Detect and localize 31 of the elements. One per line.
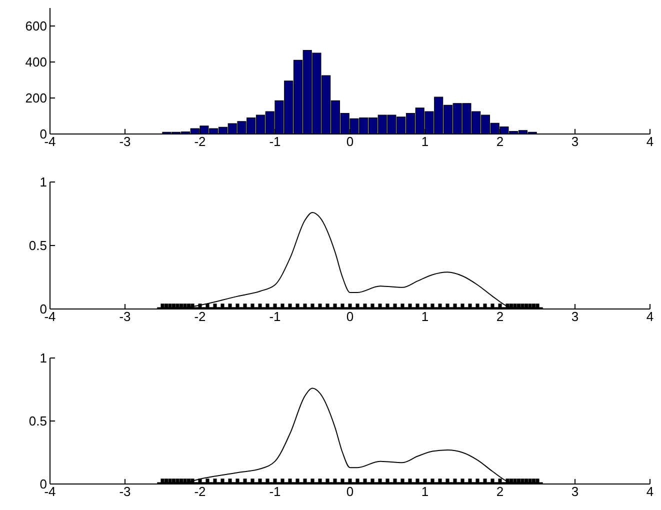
x-tick-label: -2 [194,309,206,324]
x-tick-label: 1 [421,309,429,324]
x-tick-label: 1 [421,484,429,500]
x-tick-label: -2 [194,134,206,150]
x-tick-label: 2 [496,484,504,500]
x-tick-label: -2 [194,484,206,500]
x-tick-label: 4 [646,309,654,324]
x-tick-label: 4 [646,134,654,150]
y-tick-label: 200 [25,90,47,106]
y-tick-label: 0.5 [28,238,47,254]
x-tick-label: 3 [571,484,579,500]
x-tick-label: 3 [571,309,579,324]
x-tick-label: 3 [571,134,579,150]
y-tick-label: 400 [25,54,47,70]
x-tick-label: -1 [269,309,281,324]
x-tick-label: 4 [646,484,654,500]
x-tick-label: -3 [119,134,131,150]
x-tick-label: 0 [346,134,354,150]
y-tick-label: 0.5 [28,414,47,429]
x-tick-label: 0 [346,484,354,500]
x-tick-label: -3 [119,484,131,500]
x-tick-label: -3 [119,309,131,324]
x-tick-label: 1 [421,134,429,150]
y-tick-label: 1 [40,350,47,366]
y-tick-label: 600 [25,18,47,34]
x-tick-label: 0 [346,309,354,324]
x-tick-label: -1 [269,484,281,500]
x-tick-label: 2 [496,309,504,324]
y-tick-label: 1 [40,174,47,190]
x-tick-label: 2 [496,134,504,150]
x-tick-label: -1 [269,134,281,150]
